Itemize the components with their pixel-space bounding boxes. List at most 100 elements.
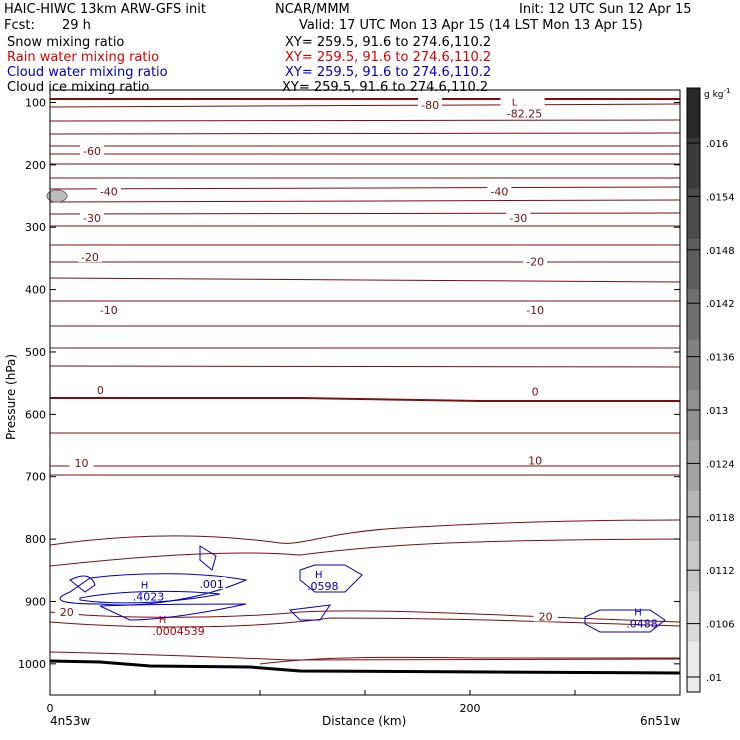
colorbar-tick-label: .0148: [706, 246, 735, 257]
colorbar-tick-label: .0118: [706, 513, 735, 524]
temperature-contour: [49, 651, 681, 661]
temperature-label: 0: [97, 384, 104, 397]
y-tick-label: 800: [25, 533, 46, 546]
colorbar-swatch: [687, 641, 700, 693]
y-tick-label: 200: [25, 159, 46, 172]
colorbar-swatch: [687, 440, 700, 492]
temperature-contour: [259, 656, 680, 665]
colorbar-swatch: [687, 239, 700, 291]
colorbar-tick-label: .0106: [706, 620, 735, 631]
temperature-label-bg: [69, 455, 94, 468]
temperature-label-bg: [523, 254, 548, 267]
y-tick-label: 700: [25, 471, 46, 484]
temperature-label-bg: [96, 184, 121, 197]
cloud-water-label: .001: [199, 578, 224, 591]
y-axis-title: Pressure (hPa): [4, 353, 18, 440]
temperature-label: 0: [532, 385, 539, 398]
temperature-contour: [49, 212, 681, 215]
colorbar-swatch: [687, 390, 700, 442]
rain-water-max-type: H: [159, 615, 167, 626]
colorbar-tick-label: .01: [706, 673, 722, 684]
temperature-label-bg: [96, 303, 121, 316]
temperature-label-bg: [523, 384, 548, 397]
field-xy-snow: XY= 259.5, 91.6 to 274.6,110.2: [285, 35, 492, 50]
colorbar: .016 .0154 .0148 .0142 .0136 .013 .0124 .0118 .0…: [686, 87, 735, 693]
field-xy-cloud-water: XY= 259.5, 91.6 to 274.6,110.2: [285, 65, 492, 80]
organization: NCAR/MMM: [275, 2, 350, 17]
y-tick-label: 400: [25, 284, 46, 297]
field-xy-cloud-ice: XY= 259.5, 91.6 to 274.6,110.2: [282, 80, 489, 95]
temperature-extremum-bg: [500, 95, 545, 120]
y-tick-label: 900: [25, 595, 46, 608]
cloud-water-contour: [288, 604, 332, 621]
field-name-cloud-water: Cloud water mixing ratio: [7, 65, 168, 80]
temperature-contour: [49, 365, 681, 368]
cloud-water-contour: [199, 545, 217, 571]
temperature-label: -60: [83, 145, 101, 158]
cloud-water-contour: [99, 603, 247, 621]
temperature-contour-zero: [50, 397, 680, 402]
temperature-label: -30: [83, 212, 101, 225]
temperature-contour: [49, 132, 681, 135]
contour-lines: [46, 98, 681, 675]
temperature-contour: [49, 119, 681, 122]
temperature-label: -20: [526, 256, 544, 269]
colorbar-unit-base: g kg: [704, 90, 724, 100]
cloud-water-max-type: H: [315, 570, 323, 581]
temperature-label: 10: [528, 454, 542, 467]
temperature-contour: [49, 617, 681, 628]
field-xy-rain: XY= 259.5, 91.6 to 274.6,110.2: [285, 50, 492, 65]
model-title: HAIC-HIWC 13km ARW-GFS init: [4, 2, 206, 17]
temperature-extremum-value: -82.25: [507, 107, 542, 120]
colorbar-swatch: [687, 339, 700, 391]
temperature-label-bg: [418, 97, 443, 110]
temperature-contour: [49, 199, 681, 203]
temperature-label: 20: [539, 610, 553, 623]
temperature-label-bg: [487, 184, 512, 197]
cloud-water-contour: [69, 575, 96, 593]
temperature-label: -30: [509, 212, 527, 225]
temperature-label: -40: [490, 186, 508, 199]
temperature-label-bg: [523, 453, 548, 466]
x-tick-label: 0: [47, 702, 54, 715]
cloud-water-contour: [299, 564, 363, 593]
cloud-water-max-type: H: [141, 581, 149, 592]
colorbar-tick-label: .0124: [706, 459, 735, 470]
temperature-label-bg: [80, 210, 104, 223]
temperature-contour: [49, 186, 681, 190]
colorbar-tick-label: .0154: [706, 192, 735, 203]
temperature-label-bg: [54, 605, 79, 618]
temperature-label-bg: [533, 609, 558, 622]
cloud-water-contour: [59, 573, 248, 606]
colorbar-unit: g kg-1: [704, 84, 730, 103]
temperature-extremum-type: L: [512, 97, 518, 108]
cloud-water-contour: [79, 590, 221, 604]
temperature-label-bg: [80, 144, 104, 157]
temperature-label: 10: [75, 457, 89, 470]
colorbar-swatch: [687, 88, 700, 140]
cloud-ice-blob: [46, 189, 68, 203]
temperature-label-bg: [506, 210, 531, 223]
x-tick-label: 200: [460, 702, 481, 715]
temperature-contour: [49, 277, 681, 283]
x-axis-end-label: 6n51w: [640, 714, 681, 728]
colorbar-tick-label: .0142: [706, 299, 735, 310]
temperature-label-bg: [77, 250, 102, 263]
temperature-label: -40: [100, 186, 118, 199]
cloud-water-max-value: .0488: [626, 618, 658, 631]
temperature-label: -10: [526, 304, 544, 317]
colorbar-unit-exponent: -1: [723, 87, 731, 95]
temperature-contour: [49, 610, 681, 623]
cloud-water-max-value: .4023: [133, 591, 165, 604]
temperature-label: 20: [60, 606, 74, 619]
colorbar-tick-label: .0112: [706, 566, 735, 577]
colorbar-swatch: [687, 541, 700, 593]
y-tick-label: 100: [25, 96, 46, 109]
terrain-line: [49, 659, 681, 675]
temperature-contour: [49, 538, 681, 567]
valid-time: Valid: 17 UTC Mon 13 Apr 15 (14 LST Mon …: [299, 18, 643, 33]
colorbar-tick-label: .016: [706, 139, 728, 150]
